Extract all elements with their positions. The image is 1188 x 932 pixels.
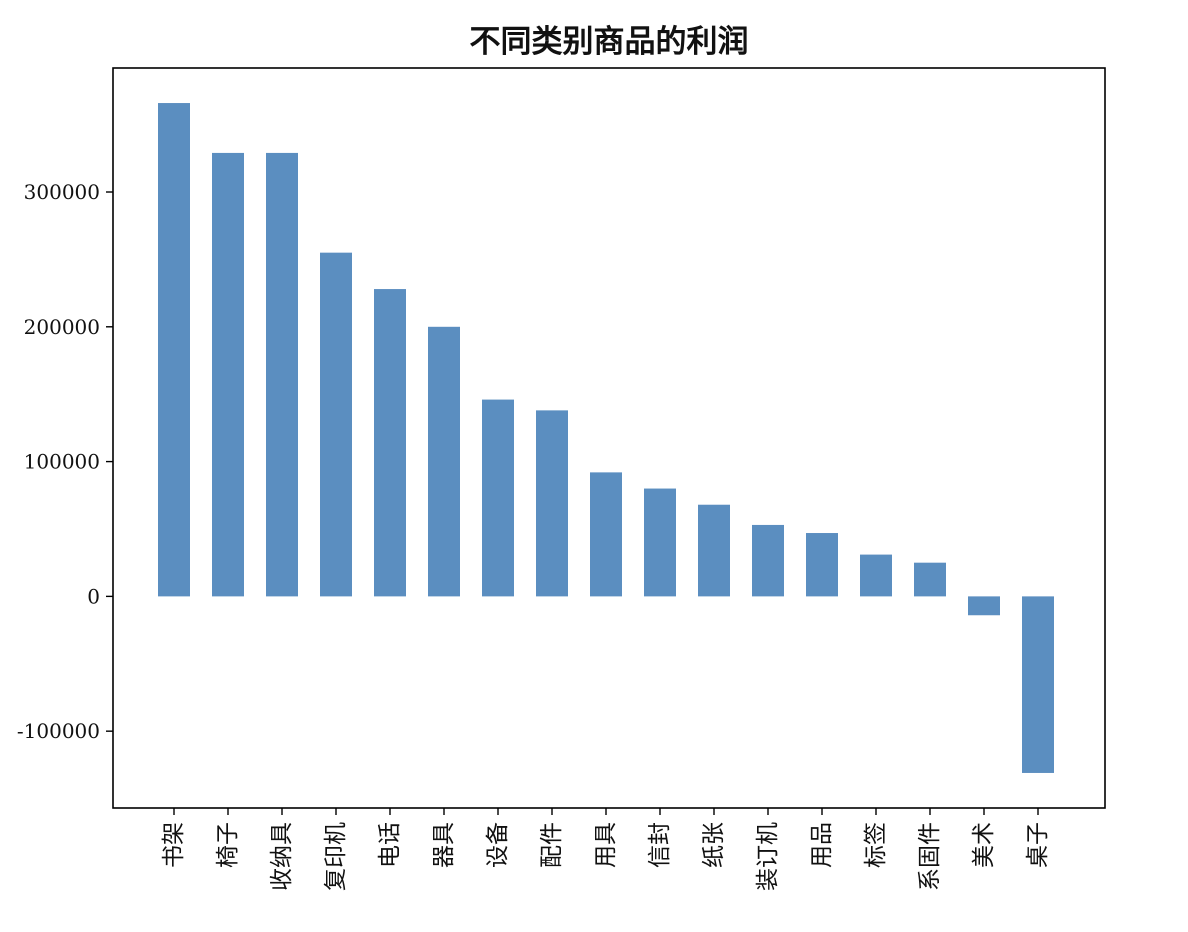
x-axis-ticks: 书架 椅子 收纳具 复印机 电话 器具 设备 配件 用具 信封 纸张 装订机 用品 标签 系固件 美术 桌子: [161, 808, 1051, 891]
y-tick-label: -100000: [17, 719, 100, 743]
bar-13: [860, 554, 892, 597]
x-tick-label: 纸张: [701, 822, 727, 868]
bar-11: [752, 524, 784, 597]
x-tick-label: 桌子: [1025, 822, 1051, 868]
bar-3: [320, 252, 352, 597]
bar-5: [428, 326, 460, 597]
x-tick-label: 复印机: [323, 822, 349, 891]
bar-4: [374, 289, 406, 597]
bar-6: [482, 399, 514, 597]
y-tick-label: 200000: [24, 315, 100, 339]
bar-9: [644, 488, 676, 597]
x-tick-label: 配件: [539, 822, 565, 868]
y-tick-label: 300000: [24, 180, 100, 204]
x-tick-label: 信封: [647, 822, 673, 868]
x-tick-label: 用品: [809, 822, 835, 868]
x-tick-label: 器具: [431, 822, 457, 868]
x-tick-label: 标签: [863, 822, 889, 868]
x-tick-label: 系固件: [917, 822, 943, 891]
bar-12: [806, 533, 838, 597]
x-tick-label: 椅子: [215, 822, 241, 868]
bar-1: [212, 152, 244, 597]
y-axis-ticks: -100000 0 100000 200000 300000: [17, 180, 113, 743]
x-tick-label: 收纳具: [269, 822, 295, 891]
bar-2: [266, 152, 298, 597]
bar-0: [158, 103, 190, 597]
bar-16: [1022, 596, 1054, 773]
bar-10: [698, 504, 730, 597]
bar-7: [536, 410, 568, 597]
x-tick-label: 设备: [485, 822, 511, 868]
y-tick-label: 0: [87, 584, 100, 608]
x-tick-label: 书架: [161, 822, 187, 868]
x-tick-label: 美术: [971, 822, 997, 868]
chart-title: 不同类别商品的利润: [470, 24, 749, 60]
bar-14: [914, 562, 946, 597]
x-tick-label: 电话: [377, 822, 403, 868]
bar-8: [590, 472, 622, 597]
x-tick-label: 用具: [593, 822, 619, 868]
x-tick-label: 装订机: [755, 822, 781, 891]
bars-group: [158, 103, 1054, 773]
bar-15: [968, 596, 1000, 616]
y-tick-label: 100000: [24, 450, 100, 474]
plot-frame: [112, 67, 1106, 809]
